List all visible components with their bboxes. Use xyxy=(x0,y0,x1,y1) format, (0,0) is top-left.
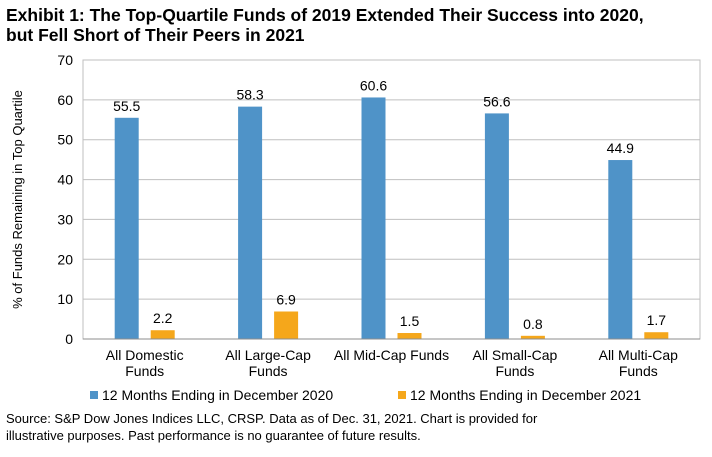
data-label: 55.5 xyxy=(113,98,140,114)
y-tick-label: 70 xyxy=(57,52,73,68)
chart-title: Exhibit 1: The Top-Quartile Funds of 201… xyxy=(6,5,706,45)
data-label: 0.8 xyxy=(523,316,543,332)
legend-label: 12 Months Ending in December 2020 xyxy=(102,387,333,403)
bar xyxy=(361,97,386,339)
x-tick-label: All Large-Cap xyxy=(225,347,311,363)
x-tick-label: All Multi-Cap xyxy=(599,347,679,363)
y-tick-label: 20 xyxy=(57,251,73,267)
x-tick-label: All Small-Cap xyxy=(472,347,557,363)
y-tick-label: 60 xyxy=(57,92,73,108)
chart-title-line-2: but Fell Short of Their Peers in 2021 xyxy=(6,25,305,45)
x-tick-label: All Mid-Cap Funds xyxy=(334,347,449,363)
plot-area xyxy=(82,59,701,340)
source-line-2: illustrative purposes. Past performance … xyxy=(6,428,421,443)
bar xyxy=(397,333,422,339)
source-line-1: Source: S&P Dow Jones Indices LLC, CRSP.… xyxy=(6,411,538,426)
legend-swatch xyxy=(398,391,406,399)
y-tick-label: 50 xyxy=(57,132,73,148)
bar xyxy=(114,117,139,340)
y-tick-label: 0 xyxy=(65,331,73,347)
x-tick-label: Funds xyxy=(619,363,658,379)
data-label: 44.9 xyxy=(607,140,634,156)
bar xyxy=(608,160,633,339)
legend-label: 12 Months Ending in December 2021 xyxy=(410,387,641,403)
y-tick-label: 40 xyxy=(57,172,73,188)
data-label: 1.5 xyxy=(400,313,420,329)
bar xyxy=(520,335,545,339)
y-tick-label: 30 xyxy=(57,211,73,227)
bar-chart: 0 10 20 30 40 50 60 70 % of Funds Remaining in T… xyxy=(10,52,701,403)
data-label: 6.9 xyxy=(276,291,296,307)
y-axis-label: % of Funds Remaining in Top Quartile xyxy=(10,90,25,309)
data-label: 58.3 xyxy=(236,87,263,103)
chart-title-line-1: Exhibit 1: The Top-Quartile Funds of 201… xyxy=(6,5,644,25)
bar xyxy=(150,330,175,339)
x-tick-label: All Domestic xyxy=(106,347,184,363)
data-label: 56.6 xyxy=(483,93,510,109)
bar xyxy=(644,332,669,339)
x-tick-label: Funds xyxy=(249,363,288,379)
x-tick-label: Funds xyxy=(495,363,534,379)
bar xyxy=(484,113,509,339)
x-tick-label: Funds xyxy=(125,363,164,379)
data-label: 1.7 xyxy=(647,312,667,328)
bar xyxy=(238,106,263,339)
bar xyxy=(274,311,299,339)
legend-swatch xyxy=(90,391,98,399)
data-label: 2.2 xyxy=(153,310,173,326)
source-note: Source: S&P Dow Jones Indices LLC, CRSP.… xyxy=(6,410,706,444)
y-tick-label: 10 xyxy=(57,291,73,307)
data-label: 60.6 xyxy=(360,77,387,93)
